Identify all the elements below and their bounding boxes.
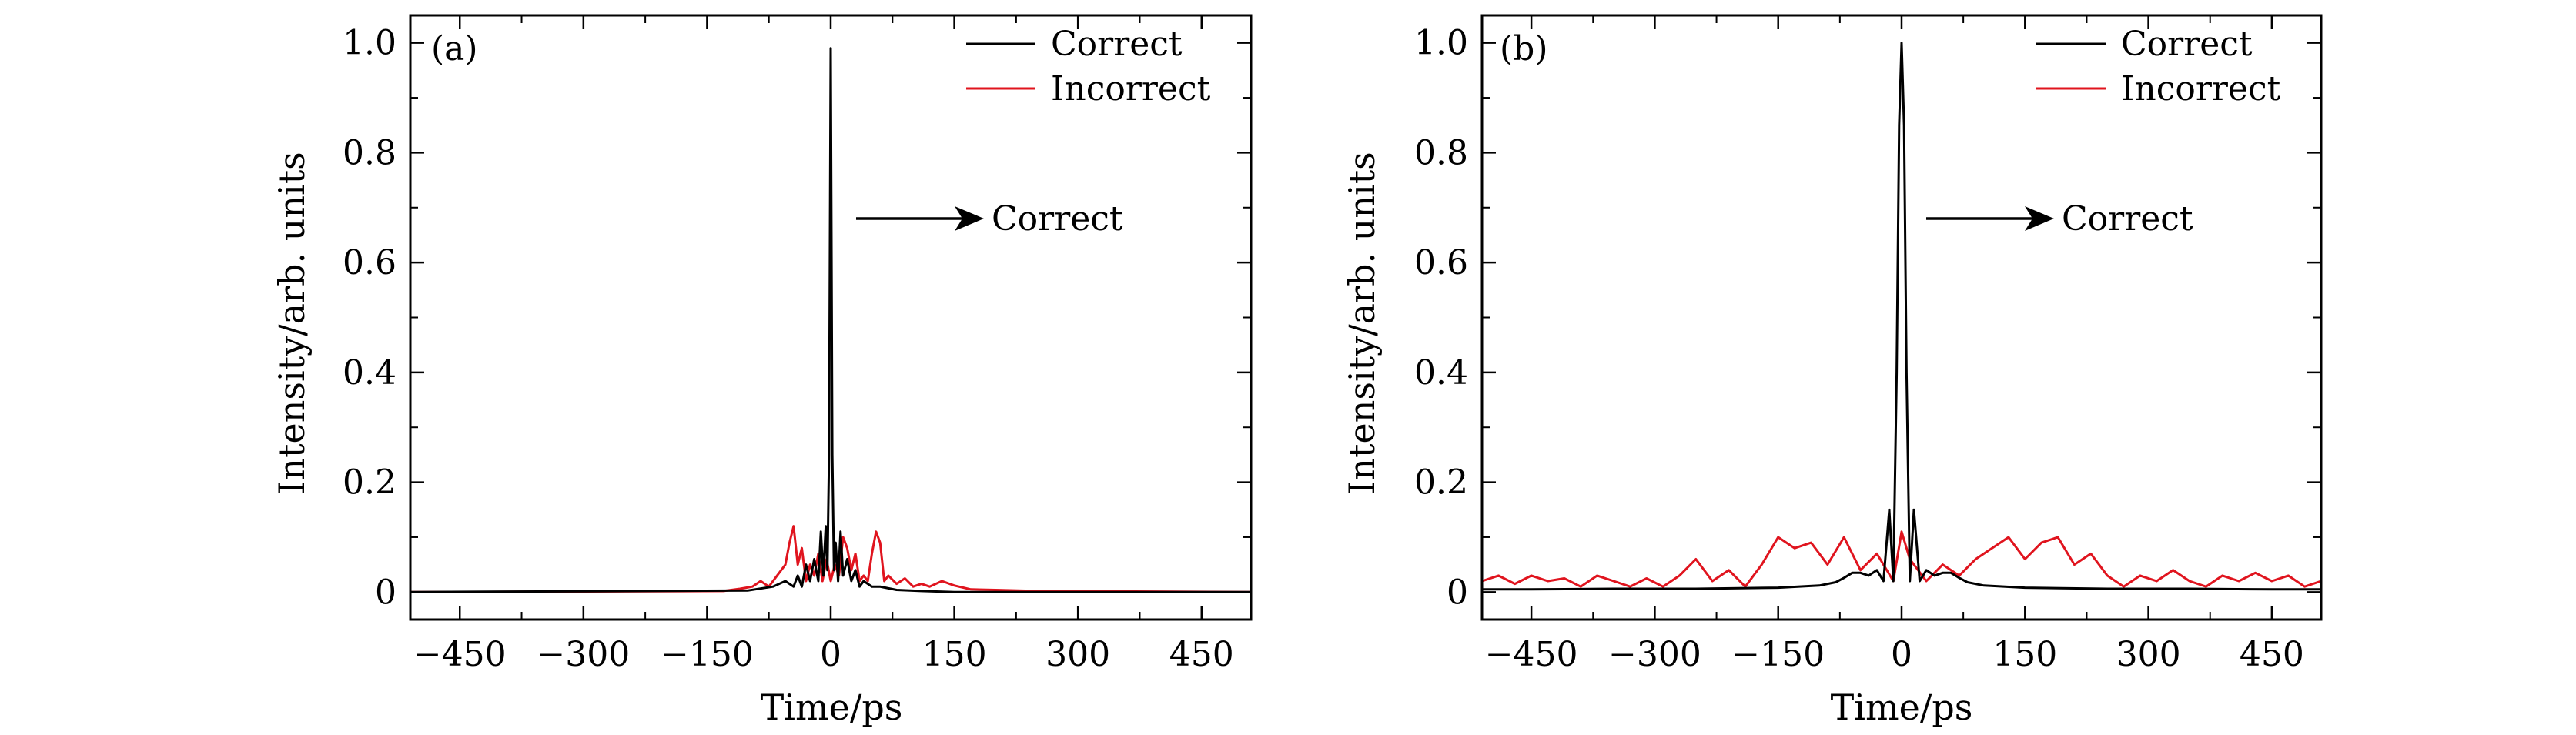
x-tick-label-b: 0 (1891, 635, 1912, 674)
x-tick-label-b: −150 (1731, 635, 1825, 674)
y-tick-label-a: 0.8 (343, 133, 396, 172)
legend-label-correct-a: Correct (1051, 25, 1183, 64)
x-tick-label-b: 300 (2116, 635, 2181, 674)
x-tick-label-b: −300 (1608, 635, 1701, 674)
series-line-incorrect-b (1481, 530, 2322, 588)
x-tick-label-a: 300 (1045, 635, 1110, 674)
series-line-correct-a (410, 47, 1251, 593)
x-axis-label-b: Time/ps (1831, 687, 1973, 728)
series-line-correct-b (1482, 42, 2321, 591)
panel-a: −450 −300 −150 0 150 300 450 0 0.2 0.4 0.6 0.8 1.0 (… (271, 14, 1253, 728)
plot-area-a: −450 −300 −150 0 150 300 450 0 0.2 0.4 0.6 0.8 1.0 (343, 14, 1253, 674)
legend-label-correct-b: Correct (2121, 25, 2253, 64)
y-tick-label-a: 0.4 (343, 353, 396, 393)
x-tick-label-b: 150 (1992, 635, 2057, 674)
annotation-text-a: Correct (992, 199, 1123, 239)
y-tick-label-b: 1.0 (1414, 24, 1468, 63)
y-tick-label-b: 0.4 (1414, 353, 1468, 393)
x-tick-label-a: −150 (661, 635, 754, 674)
x-tick-label-b: 450 (2240, 635, 2304, 674)
x-tick-label-a: 0 (820, 635, 841, 674)
x-tick-label-a: 450 (1169, 635, 1234, 674)
y-tick-label-b: 0.8 (1414, 133, 1468, 172)
annotation-text-b: Correct (2062, 199, 2193, 239)
annotation-arrowhead-b (2025, 206, 2054, 231)
panel-tag-a: (a) (431, 29, 478, 68)
y-tick-label-a: 0 (375, 573, 396, 612)
y-axis-label-a: Intensity/arb. units (271, 152, 313, 495)
panel-tag-b: (b) (1500, 29, 1548, 68)
y-axis-label-b: Intensity/arb. units (1341, 152, 1383, 495)
y-tick-label-b: 0.2 (1414, 463, 1468, 503)
x-axis-label-a: Time/ps (761, 687, 903, 728)
y-tick-label-a: 0.2 (343, 463, 396, 503)
y-tick-label-a: 1.0 (343, 24, 396, 63)
y-tick-label-b: 0 (1447, 573, 1468, 612)
x-tick-label-a: 150 (922, 635, 987, 674)
legend-label-incorrect-a: Incorrect (1051, 69, 1211, 109)
y-tick-label-a: 0.6 (343, 243, 396, 282)
annotation-arrowhead-a (955, 206, 984, 231)
y-tick-label-b: 0.6 (1414, 243, 1468, 282)
plot-area-b: −450 −300 −150 0 150 300 450 0 0.2 0.4 0.6 0.8 1.0 (1414, 14, 2323, 674)
x-tick-label-a: −300 (537, 635, 630, 674)
x-tick-label-b: −450 (1485, 635, 1578, 674)
panel-b: −450 −300 −150 0 150 300 450 0 0.2 0.4 0.6 0.8 1.0 (… (1341, 14, 2323, 728)
legend-label-incorrect-b: Incorrect (2121, 69, 2281, 109)
x-tick-label-a: −450 (413, 635, 507, 674)
series-line-incorrect-a (410, 525, 1252, 593)
